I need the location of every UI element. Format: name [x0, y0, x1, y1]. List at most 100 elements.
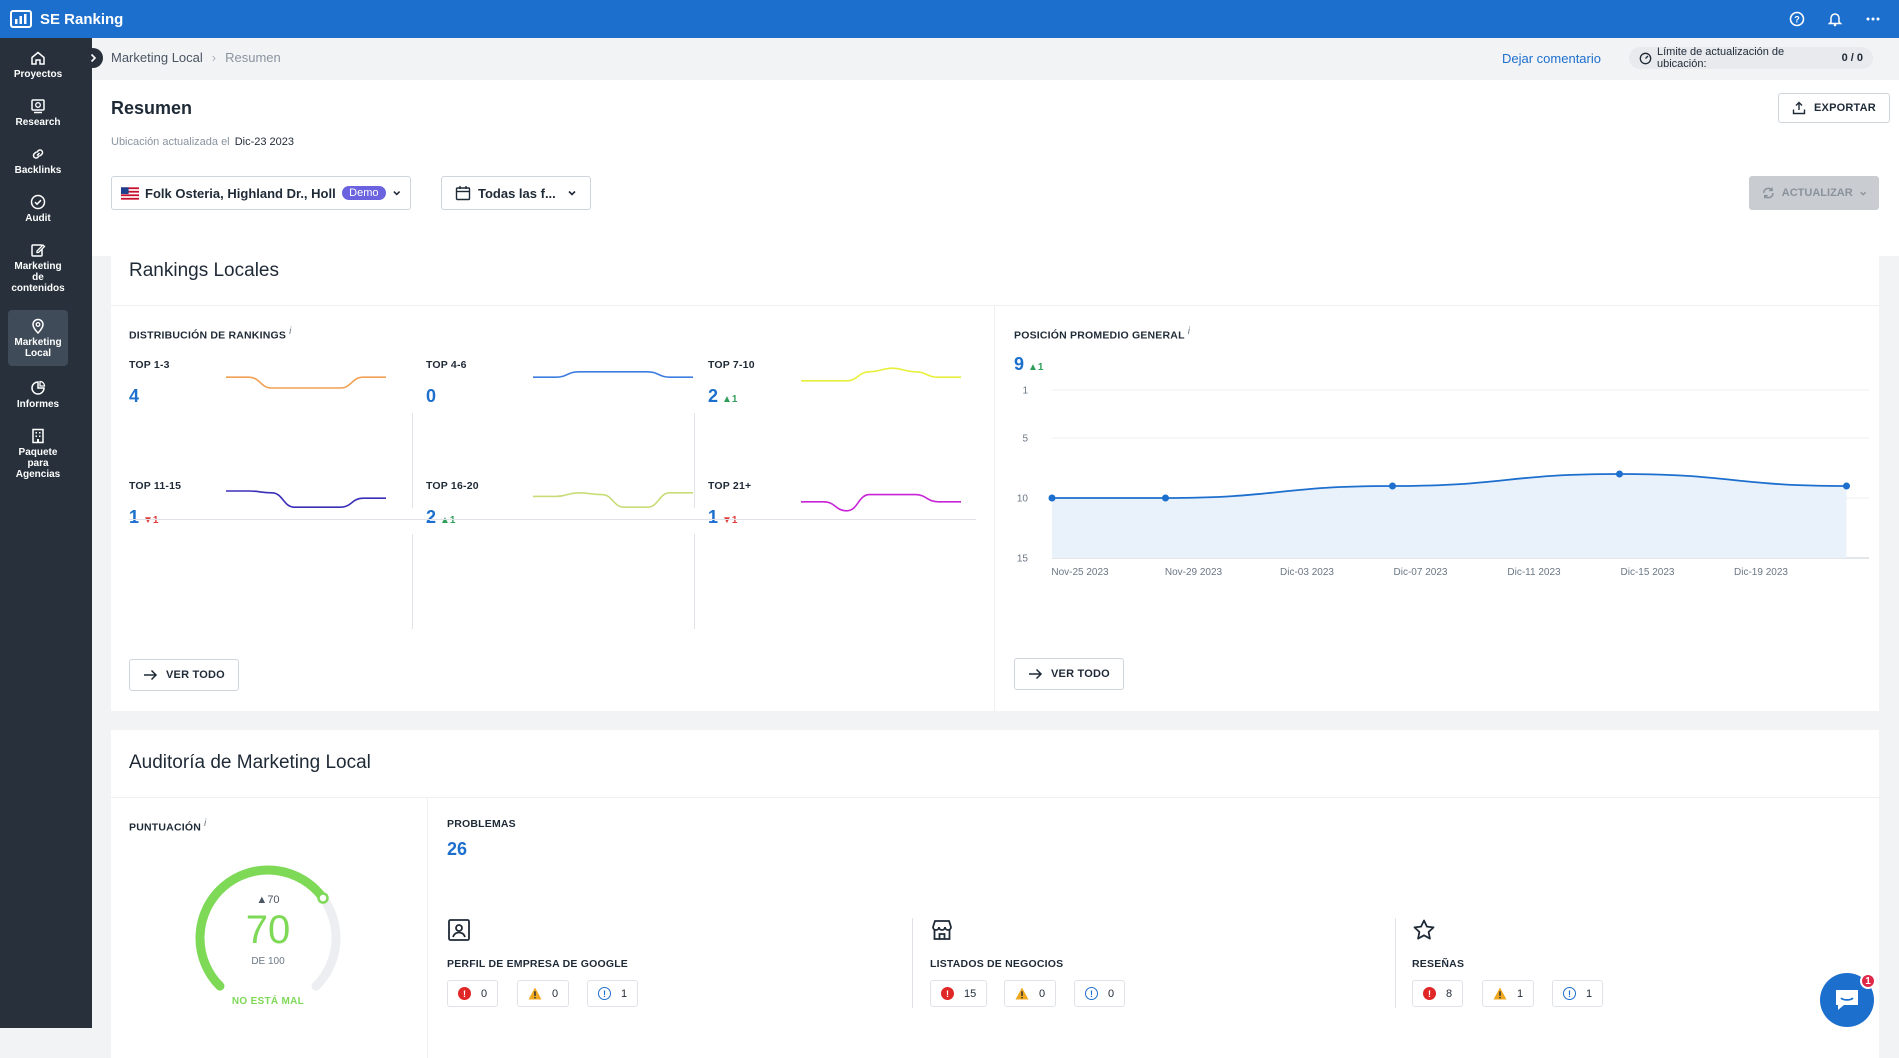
- limit-label: Límite de actualización de ubicación:: [1656, 46, 1785, 70]
- bell-icon[interactable]: [1827, 11, 1843, 27]
- audit-vertical-divider: [427, 797, 428, 1058]
- group-label: LISTADOS DE NEGOCIOS: [930, 958, 1064, 970]
- sidebar-item-label: Marketing de contenidos: [11, 261, 65, 294]
- ranking-cell-value-row: 4: [129, 386, 139, 407]
- ranking-cell-value: 4: [129, 386, 140, 406]
- ranking-cell-label: TOP 7-10: [708, 359, 755, 371]
- data-point[interactable]: [1843, 482, 1850, 490]
- sidebar-item-backlinks[interactable]: Backlinks: [8, 138, 68, 182]
- audit-group-gbp[interactable]: PERFIL DE EMPRESA DE GOOGLE ! 0 0 ! 1: [447, 918, 817, 1018]
- errors-pill[interactable]: ! 15: [930, 980, 988, 1007]
- chevron-right-icon: [90, 53, 97, 63]
- us-flag-icon: [121, 186, 140, 200]
- audit-card: Auditoría de Marketing Local PUNTUACIÓN i…: [111, 730, 1879, 1058]
- sidebar-item-label: Informes: [16, 399, 60, 410]
- breadcrumb-root[interactable]: Marketing Local: [111, 50, 203, 65]
- audit-group-reviews[interactable]: RESEÑAS ! 8 1 ! 1: [1412, 918, 1782, 1018]
- ranking-sparkline: [225, 376, 386, 389]
- series-area: [1052, 474, 1847, 558]
- audit-group-listings[interactable]: LISTADOS DE NEGOCIOS ! 15 0 ! 0: [930, 918, 1300, 1018]
- data-point[interactable]: [1048, 494, 1056, 502]
- sidebar-item-research[interactable]: Research: [8, 90, 68, 134]
- demo-badge: Demo: [342, 186, 386, 200]
- warnings-pill[interactable]: 1: [1482, 980, 1535, 1007]
- sidebar-item-label: Backlinks: [14, 165, 62, 176]
- sidebar-collapse-button[interactable]: [83, 48, 103, 68]
- more-icon[interactable]: [1865, 11, 1881, 27]
- view-all-label: VER TODO: [1051, 668, 1110, 680]
- warnings-pill[interactable]: 0: [517, 980, 570, 1007]
- y-tick-label: 15: [1017, 554, 1029, 565]
- ranking-cell: TOP 11-15 1 ▼1: [129, 480, 399, 560]
- ranking-cell-delta: ▼1: [722, 515, 738, 526]
- sidebar-item-marketing-contenidos[interactable]: Marketing de contenidos: [8, 234, 68, 302]
- audit-divider: [111, 797, 1879, 798]
- x-tick-label: Dic-15 2023: [1621, 567, 1675, 578]
- sidebar-item-agencias[interactable]: Paquete para Agencias: [8, 420, 68, 488]
- view-all-avg-button[interactable]: VER TODO: [1014, 658, 1124, 690]
- view-all-rankings-button[interactable]: VER TODO: [129, 659, 239, 691]
- warnings-pill[interactable]: 0: [1004, 980, 1057, 1007]
- sidebar-item-marketing-local[interactable]: Marketing Local: [8, 310, 68, 366]
- notices-pill[interactable]: ! 1: [1552, 980, 1604, 1007]
- problems-count: 26: [447, 839, 468, 859]
- ranking-sparkline: [532, 371, 693, 378]
- breadcrumb-separator: ›: [211, 50, 217, 65]
- score-delta: ▲70: [256, 894, 280, 906]
- sidebar-item-informes[interactable]: Informes: [8, 372, 68, 416]
- map-pin-icon: [32, 318, 44, 334]
- ranking-cell: TOP 4-6 0: [426, 359, 694, 439]
- location-select[interactable]: Folk Osteria, Highland Dr., Holl... Demo: [111, 176, 411, 210]
- sparkline-path: [533, 491, 693, 508]
- store-icon: [932, 920, 952, 940]
- location-limit-badge: Límite de actualización de ubicación: 0 …: [1629, 46, 1873, 70]
- page-title: Resumen: [111, 98, 193, 118]
- errors-pill[interactable]: ! 0: [447, 980, 499, 1007]
- date-select[interactable]: Todas las f...: [441, 176, 591, 210]
- ranking-cell-delta: ▼1: [143, 515, 159, 526]
- data-point[interactable]: [1162, 494, 1169, 502]
- ranking-cell-value-row: 1 ▼1: [129, 507, 158, 528]
- notices-pill[interactable]: ! 1: [587, 980, 639, 1007]
- rankings-divider: [111, 305, 1879, 306]
- ranking-cell-delta: ▲1: [440, 515, 456, 526]
- app-logo[interactable]: SE Ranking: [0, 10, 123, 28]
- data-point[interactable]: [1616, 470, 1623, 478]
- refresh-icon: [1763, 187, 1774, 199]
- notice-icon: !: [1563, 987, 1576, 1000]
- info-icon[interactable]: i: [1187, 326, 1191, 337]
- ranking-sparkline: [533, 491, 693, 508]
- limit-value: 0 / 0: [1841, 52, 1864, 64]
- x-tick-label: Dic-03 2023: [1280, 567, 1334, 578]
- avg-position-label: POSICIÓN PROMEDIO GENERAL i: [1014, 326, 1191, 342]
- warning-icon: [1493, 987, 1507, 1000]
- export-button[interactable]: EXPORTAR: [1778, 93, 1890, 123]
- notices-pill[interactable]: ! 0: [1074, 980, 1126, 1007]
- ranking-cell-value-row: 2 ▲1: [426, 507, 455, 528]
- location-name: Folk Osteria, Highland Dr., Holl...: [145, 185, 337, 201]
- grid-v-divider-4: [694, 534, 695, 629]
- x-tick-label: Dic-07 2023: [1394, 567, 1448, 578]
- bar-chart-logo-icon: [10, 10, 32, 28]
- ranking-cell-delta: ▲1: [722, 394, 738, 405]
- sidebar-item-proyectos[interactable]: Proyectos: [8, 42, 68, 86]
- ranking-cell: TOP 7-10 2 ▲1: [708, 359, 976, 439]
- info-icon[interactable]: i: [289, 326, 292, 337]
- update-label: ACTUALIZAR: [1781, 187, 1853, 199]
- error-icon: !: [941, 987, 954, 1000]
- update-button[interactable]: ACTUALIZAR: [1749, 176, 1879, 210]
- check-circle-icon: [30, 194, 46, 210]
- feedback-link[interactable]: Dejar comentario: [1502, 51, 1601, 66]
- info-icon[interactable]: i: [204, 818, 207, 829]
- help-icon[interactable]: ?: [1789, 11, 1805, 27]
- ranking-cell-value: 2: [708, 386, 719, 406]
- data-point[interactable]: [1389, 482, 1396, 490]
- updated-label: Ubicación actualizada el: [111, 136, 230, 148]
- errors-pill[interactable]: ! 8: [1412, 980, 1464, 1007]
- sparkline-path: [532, 371, 693, 378]
- chat-button[interactable]: 1: [1820, 973, 1876, 1027]
- sidebar-item-audit[interactable]: Audit: [8, 186, 68, 230]
- chevron-down-icon: [1859, 191, 1866, 196]
- breadcrumb-bar: Marketing Local › Resumen Dejar comentar…: [92, 38, 1899, 80]
- score-verdict: NO ESTÁ MAL: [231, 996, 305, 1007]
